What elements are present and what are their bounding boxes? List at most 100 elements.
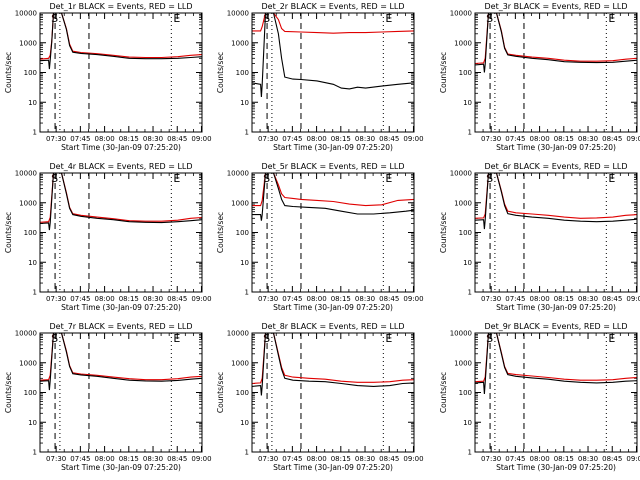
y-tick-label: 10000: [450, 170, 472, 178]
y-tick-label: 100: [459, 389, 472, 397]
x-tick-label: 07:45: [505, 455, 525, 463]
x-tick-label: 07:30: [46, 295, 66, 303]
y-tick-label: 100: [459, 229, 472, 237]
x-tick-label: 08:15: [331, 135, 351, 143]
y-tick-label: 1000: [19, 359, 37, 367]
x-tick-label: 07:30: [46, 135, 66, 143]
chart-panel: Det_4r BLACK = Events, RED = LLD 1 10 100 10…: [4, 162, 212, 312]
x-tick-label: 08:00: [306, 295, 326, 303]
y-tick-label: 10: [240, 259, 249, 267]
x-tick-label: 08:15: [119, 455, 139, 463]
x-tick-label: 08:15: [554, 135, 574, 143]
y-tick-label: 1: [33, 129, 37, 137]
x-axis-label: Start Time (30-Jan-09 07:25:20): [273, 463, 393, 472]
flare-marker-label: E: [385, 332, 392, 345]
y-tick-label: 10: [28, 259, 37, 267]
x-tick-label: 09:00: [626, 135, 640, 143]
x-axis-label: Start Time (30-Jan-09 07:25:20): [61, 463, 181, 472]
y-tick-label: 10000: [227, 10, 249, 18]
panel-title: Det_9r BLACK = Events, RED = LLD: [484, 322, 627, 331]
y-tick-label: 10000: [450, 10, 472, 18]
chart-panel: Det_1r BLACK = Events, RED = LLD 1 10 100 10…: [4, 2, 212, 152]
x-axis-label: Start Time (30-Jan-09 07:25:20): [273, 303, 393, 312]
chart-panel: Det_8r BLACK = Events, RED = LLD 1 10 100 10…: [216, 322, 424, 472]
y-tick-label: 10: [240, 419, 249, 427]
flare-marker-label: S: [486, 172, 493, 185]
x-tick-label: 07:45: [505, 295, 525, 303]
x-tick-label: 08:00: [94, 455, 114, 463]
y-axis-label: Counts/sec: [216, 372, 225, 413]
y-tick-label: 1: [33, 449, 37, 457]
y-tick-label: 1000: [454, 359, 472, 367]
flare-marker-label: E: [173, 12, 180, 25]
y-tick-label: 100: [236, 389, 249, 397]
x-tick-label: 07:30: [481, 135, 501, 143]
flare-marker-label: S: [51, 12, 58, 25]
y-tick-label: 10: [28, 419, 37, 427]
x-axis-label: Start Time (30-Jan-09 07:25:20): [61, 303, 181, 312]
plot-frame: [39, 172, 203, 293]
x-tick-label: 08:30: [578, 135, 598, 143]
x-tick-label: 08:15: [331, 295, 351, 303]
y-tick-label: 100: [236, 69, 249, 77]
x-tick-label: 07:30: [481, 455, 501, 463]
plot-frame: [474, 12, 638, 133]
y-tick-label: 1: [245, 289, 249, 297]
y-tick-label: 10000: [227, 170, 249, 178]
x-tick-label: 08:45: [379, 295, 399, 303]
x-tick-label: 07:45: [70, 135, 90, 143]
flare-marker-label: S: [263, 172, 270, 185]
chart-panel: Det_3r BLACK = Events, RED = LLD 1 10 100 10…: [439, 2, 640, 152]
x-tick-label: 09:00: [191, 455, 211, 463]
x-tick-label: 08:45: [602, 135, 622, 143]
x-axis-label: Start Time (30-Jan-09 07:25:20): [496, 143, 616, 152]
y-tick-label: 1000: [19, 39, 37, 47]
x-tick-label: 08:15: [554, 295, 574, 303]
events-series-line: [252, 333, 414, 396]
x-tick-label: 08:00: [529, 135, 549, 143]
x-tick-label: 09:00: [403, 455, 423, 463]
x-tick-label: 07:30: [258, 455, 278, 463]
flare-marker-label: S: [51, 332, 58, 345]
flare-marker-label: E: [173, 172, 180, 185]
x-tick-label: 08:00: [306, 455, 326, 463]
x-tick-label: 08:30: [355, 135, 375, 143]
plot-frame: [474, 172, 638, 293]
y-tick-label: 1000: [231, 359, 249, 367]
events-series-line: [252, 13, 414, 98]
events-series-line: [40, 333, 202, 391]
flare-marker-label: E: [608, 12, 615, 25]
events-series-line: [475, 13, 637, 73]
plot-frame: [39, 12, 203, 133]
panel-title: Det_8r BLACK = Events, RED = LLD: [261, 322, 404, 331]
y-axis-label: Counts/sec: [216, 52, 225, 93]
panel-title: Det_5r BLACK = Events, RED = LLD: [261, 162, 404, 171]
y-tick-label: 10000: [450, 330, 472, 338]
flare-marker-label: E: [608, 172, 615, 185]
events-series-line: [40, 13, 202, 70]
y-tick-label: 10: [463, 99, 472, 107]
plot-frame: [251, 332, 415, 453]
flare-marker-label: E: [385, 172, 392, 185]
x-tick-label: 08:00: [306, 135, 326, 143]
events-series-line: [475, 173, 637, 230]
chart-panel: Det_6r BLACK = Events, RED = LLD 1 10 100 10…: [439, 162, 640, 312]
flare-marker-label: S: [486, 332, 493, 345]
x-tick-label: 08:30: [355, 295, 375, 303]
x-tick-label: 07:45: [70, 455, 90, 463]
flare-marker-label: E: [173, 332, 180, 345]
y-tick-label: 1000: [19, 199, 37, 207]
x-tick-label: 07:45: [282, 295, 302, 303]
chart-panel: Det_5r BLACK = Events, RED = LLD 1 10 100 10…: [216, 162, 424, 312]
events-series-line: [252, 173, 414, 221]
x-tick-label: 08:15: [119, 135, 139, 143]
y-tick-label: 100: [459, 69, 472, 77]
chart-panel: Det_7r BLACK = Events, RED = LLD 1 10 100 10…: [4, 322, 212, 472]
x-tick-label: 07:30: [481, 295, 501, 303]
y-tick-label: 1000: [231, 199, 249, 207]
x-tick-label: 08:45: [167, 135, 187, 143]
x-tick-label: 08:45: [379, 455, 399, 463]
y-tick-label: 1000: [454, 39, 472, 47]
y-axis-label: Counts/sec: [4, 212, 13, 253]
y-axis-label: Counts/sec: [439, 372, 448, 413]
